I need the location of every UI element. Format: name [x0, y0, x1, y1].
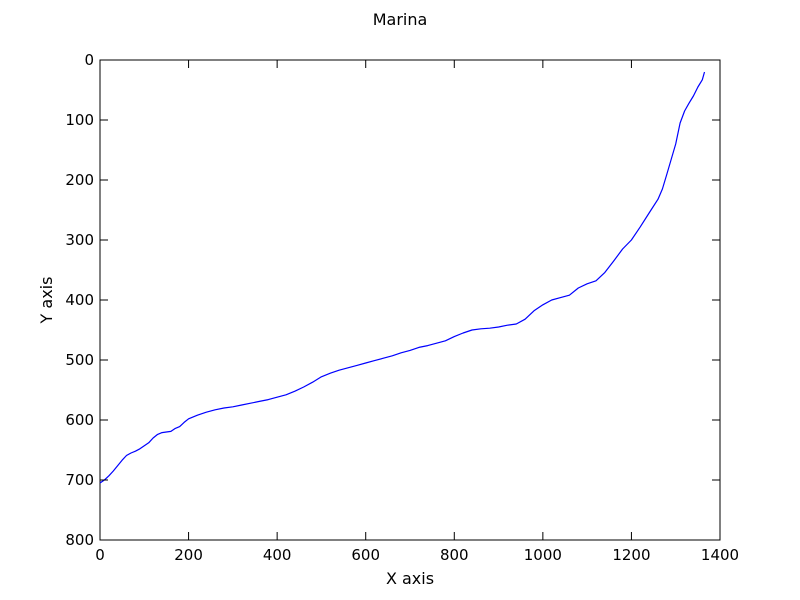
x-tick-label: 400	[263, 546, 292, 564]
plot-frame	[99, 59, 721, 541]
y-tick-label: 500	[65, 351, 94, 369]
x-tick-label: 1400	[701, 546, 739, 564]
x-axis-label: X axis	[386, 569, 434, 588]
y-tick-label: 300	[65, 231, 94, 249]
y-tick-label: 800	[65, 531, 94, 549]
y-tick-label: 600	[65, 411, 94, 429]
y-axis-label: Y axis	[37, 277, 56, 325]
y-tick-label: 100	[65, 111, 94, 129]
series-line	[99, 71, 706, 484]
chart-title: Marina	[373, 10, 428, 29]
x-tick-label: 1000	[524, 546, 562, 564]
y-tick-label: 400	[65, 291, 94, 309]
y-tick-label: 700	[65, 471, 94, 489]
x-tick-label: 1200	[612, 546, 650, 564]
x-axis: 0 200 400 600 800 1000 1200 1400	[95, 60, 739, 564]
y-tick-label: 200	[65, 171, 94, 189]
x-tick-label: 600	[351, 546, 380, 564]
x-tick-label: 800	[440, 546, 469, 564]
y-tick-label: 0	[84, 51, 94, 69]
x-tick-label: 0	[95, 546, 105, 564]
y-axis: 0 100 200 300 400 500 600 700 800	[65, 51, 720, 549]
x-tick-label: 200	[174, 546, 203, 564]
plot-area	[99, 59, 721, 541]
